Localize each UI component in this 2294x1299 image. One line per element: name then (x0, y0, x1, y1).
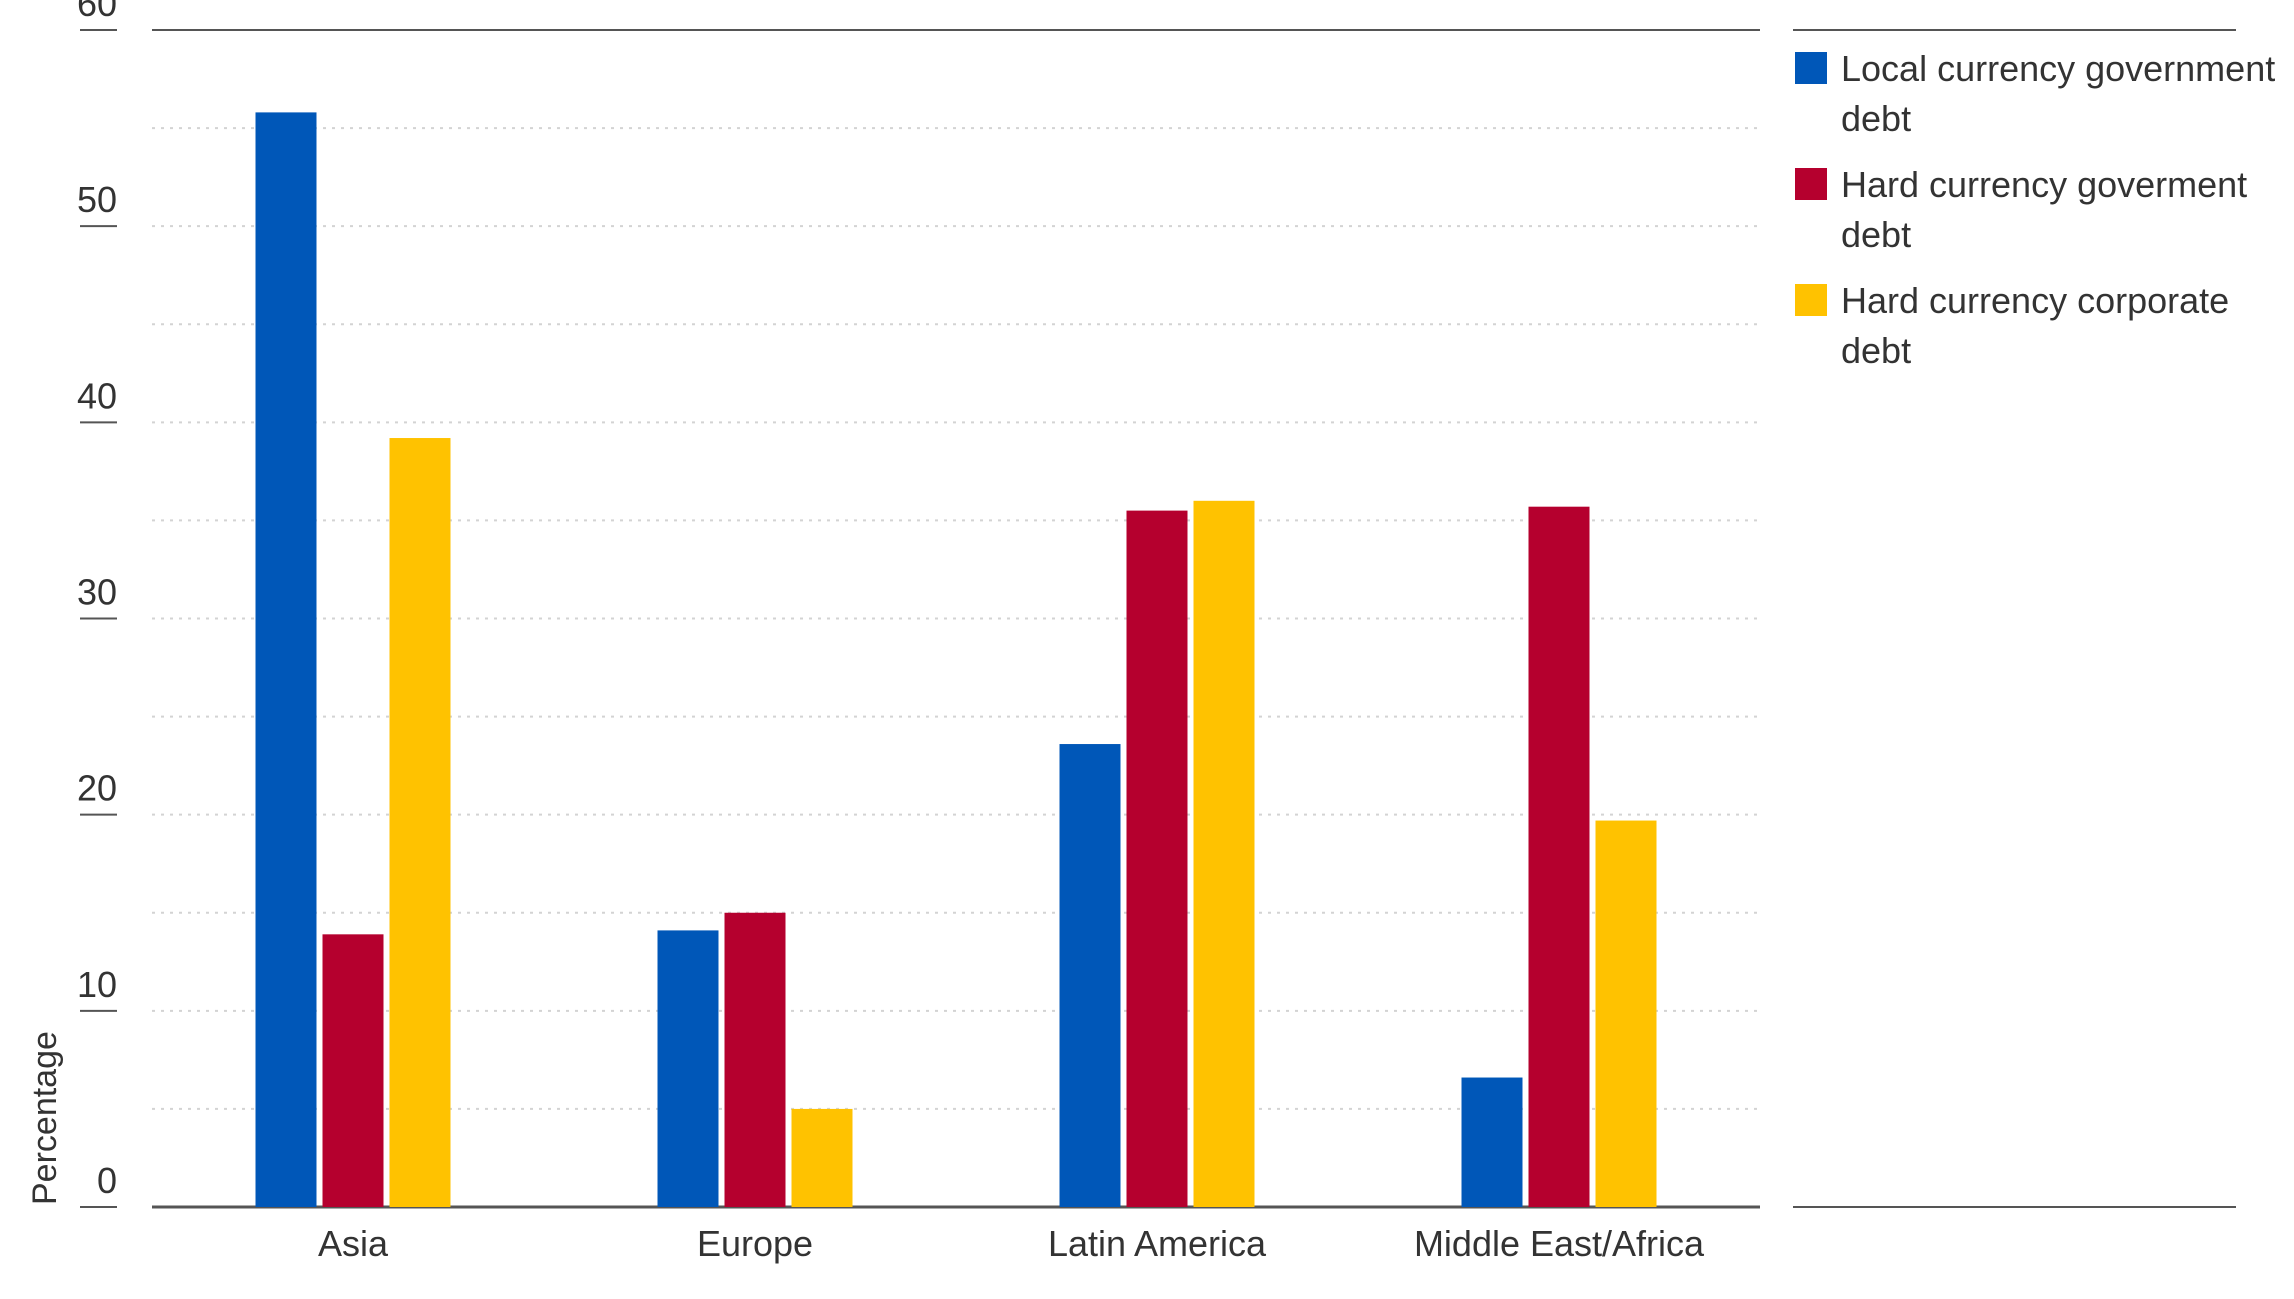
legend-item: Hard currency corporate debt (1795, 280, 2229, 371)
x-tick-label: Latin America (1048, 1223, 1267, 1264)
bar (1528, 506, 1590, 1207)
y-tick-label: 20 (77, 768, 117, 809)
bars (255, 112, 1657, 1207)
y-tick-label: 50 (77, 179, 117, 220)
bar (389, 438, 451, 1207)
legend-item: Local currency government debt (1795, 48, 2275, 139)
bar (657, 930, 719, 1207)
bar (1059, 744, 1121, 1207)
legend-label: debt (1841, 330, 1911, 371)
bar (791, 1108, 853, 1207)
bar (255, 112, 317, 1207)
y-tick-label: 60 (77, 0, 117, 24)
bar (1126, 510, 1188, 1207)
legend-swatch (1795, 168, 1827, 200)
y-tick-label: 40 (77, 375, 117, 416)
x-axis-labels: Asia Europe Latin America Middle East/Afric… (318, 1223, 1705, 1264)
y-tick-label: 10 (77, 964, 117, 1005)
x-tick-label: Middle East/Africa (1414, 1223, 1705, 1264)
y-axis-title: Percentage (26, 1031, 64, 1205)
x-tick-label: Europe (697, 1223, 813, 1264)
y-axis-labels: 0 10 20 30 40 50 60 (77, 0, 117, 1201)
bar (1595, 820, 1657, 1207)
legend-label: Hard currency corporate (1841, 280, 2229, 321)
y-tick-label: 30 (77, 572, 117, 613)
x-tick-label: Asia (318, 1223, 389, 1264)
bar (322, 934, 384, 1207)
bar (1461, 1077, 1523, 1207)
y-tick-label: 0 (97, 1160, 117, 1201)
bar (724, 912, 786, 1207)
bar (1193, 500, 1255, 1207)
legend-swatch (1795, 52, 1827, 84)
legend-label: debt (1841, 214, 1911, 255)
legend-swatch (1795, 284, 1827, 316)
legend-label: Hard currency goverment (1841, 164, 2247, 205)
legend-label: Local currency government (1841, 48, 2275, 89)
legend-label: debt (1841, 98, 1911, 139)
legend-item: Hard currency goverment debt (1795, 164, 2247, 255)
